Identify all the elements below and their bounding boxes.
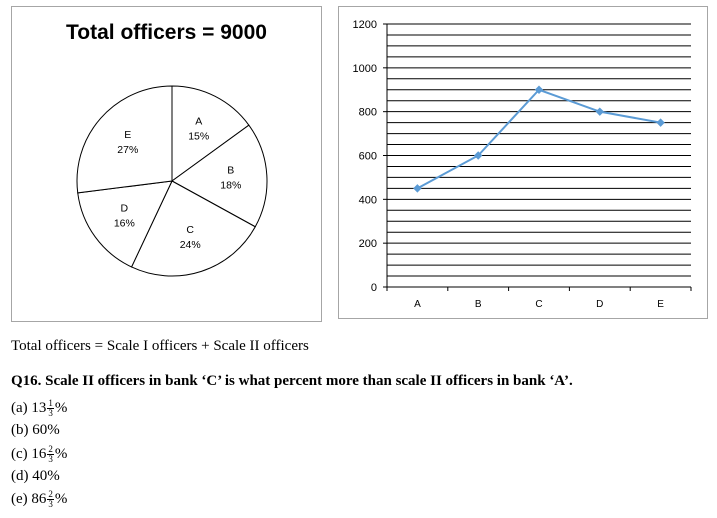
fraction-denominator: 3 [48, 454, 53, 464]
line-chart: 0 200 400 600 800 1000 1200 A B C D E [353, 19, 692, 310]
y-tick-label: 1200 [353, 19, 377, 31]
pie-slice-label: B [227, 164, 234, 176]
pie-slice-value: 27% [117, 144, 138, 156]
x-tick-label: E [657, 299, 664, 310]
pie-slice-value: 24% [180, 239, 201, 251]
pie-slice-label: A [195, 116, 202, 128]
y-tick-label: 600 [359, 151, 377, 163]
pie-slice-label: E [124, 129, 131, 141]
option-whole: 60% [32, 422, 60, 438]
x-tick-label: D [596, 299, 603, 310]
option-d: (d) 40% [11, 468, 60, 485]
pie-slice-e [76, 85, 173, 194]
option-whole: 40% [32, 468, 60, 484]
line-chart-panel: 0 200 400 600 800 1000 1200 A B C D E [338, 6, 708, 319]
option-label: (b) [11, 422, 29, 438]
option-suffix: % [54, 399, 68, 416]
option-label: (e) [11, 490, 28, 507]
option-a: (a) 13 1 3% [11, 399, 67, 418]
pie-slice-value: 18% [220, 179, 241, 191]
data-point-e [656, 118, 665, 127]
y-tick-label: 800 [359, 107, 377, 119]
y-tick-label: 400 [359, 194, 377, 206]
option-label: (d) [11, 468, 29, 484]
pie-slice-value: 16% [114, 218, 135, 230]
x-tick-label: C [535, 299, 542, 310]
data-point-d [595, 107, 605, 116]
option-label: (c) [11, 445, 28, 462]
data-point-a [413, 184, 422, 193]
pie-slice-d [77, 180, 173, 268]
option-label: (a) [11, 399, 28, 416]
fraction-numerator: 2 [47, 489, 54, 500]
option-e: (e) 86 2 3% [11, 490, 67, 509]
pie-title: Total officers = 9000 [66, 21, 267, 44]
pie-slice-c [130, 180, 256, 277]
pie-slice-value: 15% [188, 131, 209, 143]
option-suffix: % [54, 490, 68, 507]
series-line [416, 88, 661, 190]
option-suffix: % [54, 445, 68, 462]
option-whole: 13 [31, 399, 47, 416]
pie-chart: A 15% B 18% C 24% D 16% E 27% [76, 85, 268, 277]
option-c: (c) 16 2 3% [11, 445, 67, 464]
pie-slice-a [171, 85, 250, 182]
y-tick-label: 200 [359, 238, 377, 250]
pie-chart-panel: Total officers = 9000 A 15% B 18% C 24% D 16% E 2… [11, 6, 322, 322]
fraction-numerator: 2 [47, 444, 54, 455]
fraction-denominator: 3 [48, 499, 53, 509]
fraction-denominator: 3 [48, 408, 53, 418]
x-tick-label: B [475, 299, 482, 310]
data-point-b [473, 151, 483, 160]
note-text: Total officers = Scale I officers + Scal… [11, 338, 309, 354]
pie-slice-label: D [121, 203, 129, 215]
pie-slice-b [171, 124, 268, 228]
fraction-numerator: 1 [47, 398, 54, 409]
option-whole: 16 [31, 445, 47, 462]
option-b: (b) 60% [11, 422, 60, 439]
y-tick-label: 1000 [353, 63, 377, 75]
x-tick-label: A [414, 299, 421, 310]
y-tick-label: 0 [371, 282, 377, 294]
data-point-c [534, 85, 544, 94]
option-whole: 86 [31, 490, 47, 507]
pie-slice-label: C [186, 224, 194, 236]
question-text: Q16. Scale II officers in bank ‘C’ is wh… [11, 373, 573, 389]
